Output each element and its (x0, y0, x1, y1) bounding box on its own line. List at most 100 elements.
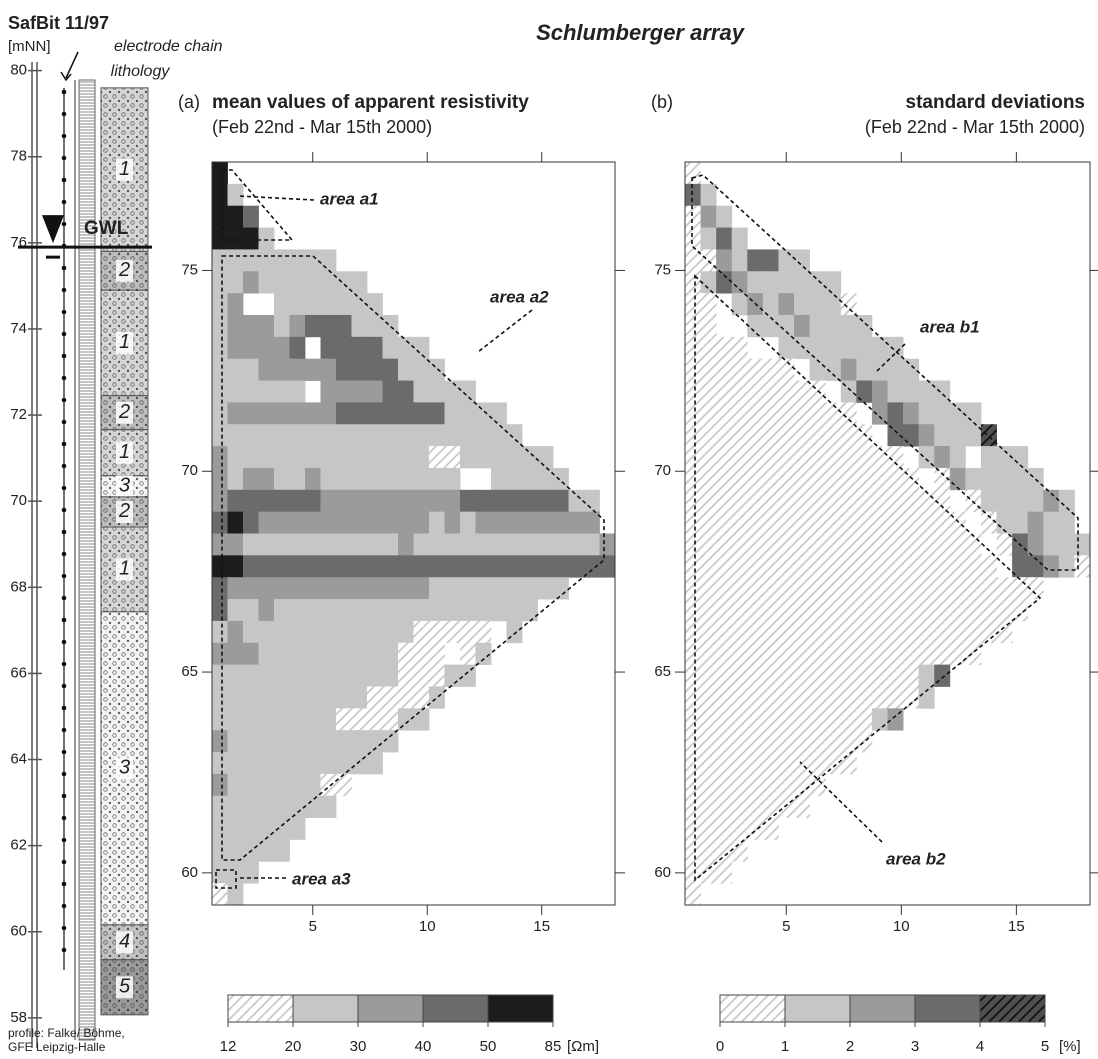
cell (903, 555, 920, 578)
cell (778, 467, 795, 491)
cell (336, 620, 352, 644)
cell (778, 489, 795, 513)
cell (336, 599, 352, 622)
cell (305, 773, 321, 797)
cell (949, 424, 966, 447)
cell (212, 620, 228, 644)
cell (289, 271, 306, 294)
cell (825, 686, 842, 709)
lithology-label: 3 (119, 475, 130, 497)
gwl-label: GWL (84, 218, 129, 239)
cell (700, 642, 717, 666)
cell (934, 577, 951, 600)
cell (762, 293, 779, 316)
cell (731, 271, 748, 294)
cell (856, 424, 873, 447)
credit: GFE Leipzig-Halle (8, 1040, 106, 1054)
cell (444, 380, 461, 403)
colorbar-box (422, 994, 489, 1023)
cell (212, 314, 228, 338)
cell (731, 795, 748, 818)
cell (762, 795, 779, 818)
lithology-label: 2 (118, 259, 130, 281)
cell (965, 402, 982, 425)
cell (1027, 533, 1044, 556)
area-outlines (215, 169, 1079, 889)
cell (716, 205, 733, 228)
cell (413, 642, 430, 666)
cell (274, 489, 290, 513)
cell (320, 533, 337, 556)
cell (429, 489, 445, 513)
panel-label: (b) (651, 92, 673, 112)
cell (320, 402, 337, 425)
electrode (61, 441, 67, 447)
cell (553, 577, 569, 600)
cell (212, 817, 228, 840)
cell (336, 293, 352, 316)
cell (398, 620, 414, 644)
cell (731, 686, 748, 709)
cell (747, 642, 764, 666)
cell (367, 358, 383, 381)
cell (716, 489, 733, 513)
cell (227, 314, 244, 338)
cell (289, 336, 306, 360)
cell (429, 555, 445, 578)
cell (413, 358, 430, 381)
cell (887, 380, 904, 403)
cell (289, 795, 306, 818)
y-tick-label: 68 (10, 578, 27, 595)
cell (243, 205, 259, 228)
cell (274, 511, 290, 534)
y-tick-label: 65 (181, 663, 198, 680)
cell (382, 642, 399, 666)
cell (794, 555, 811, 578)
cell (227, 271, 244, 294)
cell (996, 467, 1013, 491)
cell (903, 511, 920, 534)
cell (537, 446, 554, 469)
cell (320, 336, 337, 360)
cell (825, 446, 842, 469)
cell (367, 577, 383, 600)
cell (351, 620, 368, 644)
cell (522, 446, 538, 469)
cell (1027, 577, 1044, 600)
cell (1074, 555, 1091, 578)
y-tick-label: 65 (654, 663, 671, 680)
cell (856, 577, 873, 600)
cell (274, 293, 290, 316)
cell (351, 467, 368, 491)
cell (731, 839, 748, 862)
cell (731, 336, 748, 360)
cell (429, 424, 445, 447)
cell (429, 664, 445, 687)
cell (871, 446, 888, 469)
cell (685, 336, 701, 360)
cell (778, 752, 795, 775)
label-box (116, 259, 133, 282)
cell (444, 664, 461, 687)
cell (1043, 489, 1060, 513)
electrode (61, 749, 67, 755)
cell (336, 686, 352, 709)
cell (243, 686, 259, 709)
electrode (61, 903, 67, 909)
cell (685, 183, 701, 207)
x-tick-label: 10 (419, 918, 436, 935)
cell (762, 817, 779, 840)
cell (700, 577, 717, 600)
cell (227, 489, 244, 513)
cell (762, 271, 779, 294)
cell (700, 336, 717, 360)
cell (444, 620, 461, 644)
cell (871, 664, 888, 687)
cell (212, 380, 228, 403)
cell (258, 773, 275, 797)
cell (227, 555, 244, 578)
colorbar-box (292, 994, 359, 1023)
cell (685, 773, 701, 797)
colorbar-label: 30 (350, 1038, 367, 1055)
cell (506, 424, 523, 447)
